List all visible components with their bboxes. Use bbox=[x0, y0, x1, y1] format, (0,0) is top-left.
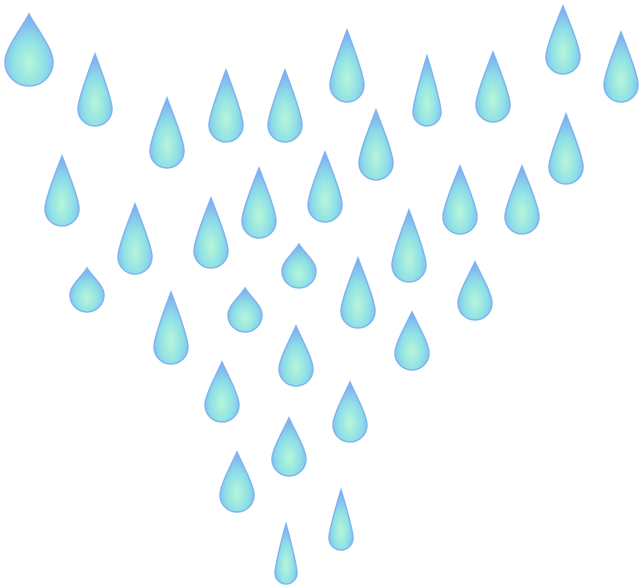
raindrop bbox=[475, 49, 511, 123]
raindrop bbox=[69, 266, 105, 313]
raindrop bbox=[278, 324, 314, 387]
raindrop bbox=[340, 255, 376, 329]
raindrop bbox=[271, 416, 307, 477]
raindrop bbox=[204, 360, 240, 423]
raindrop bbox=[193, 195, 229, 269]
raindrop bbox=[548, 111, 584, 185]
raindrop bbox=[267, 67, 303, 143]
raindrop bbox=[358, 107, 394, 181]
raindrop bbox=[241, 165, 277, 239]
raindrop bbox=[545, 3, 581, 75]
raindrop bbox=[307, 149, 343, 223]
raindrop bbox=[219, 450, 255, 513]
raindrop bbox=[332, 380, 368, 443]
raindrop bbox=[457, 260, 493, 321]
raindrop bbox=[504, 163, 540, 235]
raindrop bbox=[391, 207, 427, 283]
raindrop bbox=[281, 242, 317, 289]
raindrop bbox=[442, 163, 478, 235]
raindrop bbox=[394, 310, 430, 371]
drop-layer bbox=[4, 3, 639, 585]
raindrop bbox=[4, 12, 54, 87]
raindrop bbox=[44, 153, 80, 227]
raindrop bbox=[603, 29, 639, 103]
raindrop bbox=[77, 51, 113, 127]
raindrop bbox=[328, 487, 354, 551]
raindrop bbox=[153, 289, 189, 365]
raindrop bbox=[208, 67, 244, 143]
raindrop bbox=[412, 53, 442, 127]
raindrop bbox=[227, 286, 263, 333]
raindrop bbox=[149, 95, 185, 169]
raindrop bbox=[329, 27, 365, 103]
raindrop bbox=[117, 201, 153, 275]
raindrop bbox=[274, 521, 298, 585]
